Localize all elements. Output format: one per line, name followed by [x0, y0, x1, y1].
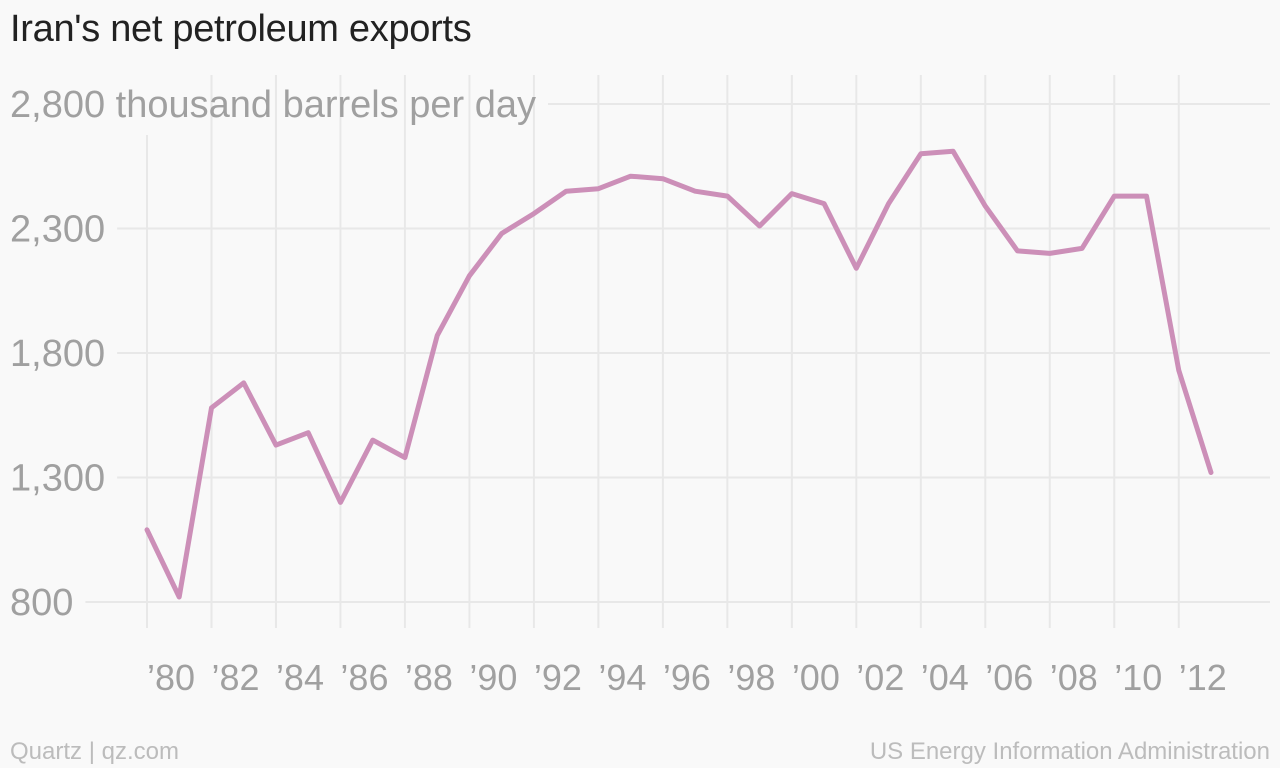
- x-tick-label: ’92: [534, 657, 582, 698]
- data-point: [467, 273, 472, 278]
- data-point: [531, 211, 536, 216]
- x-tick-label: ’86: [340, 657, 388, 698]
- x-tick-label: ’96: [663, 657, 711, 698]
- data-point: [951, 149, 956, 154]
- data-point: [241, 380, 246, 385]
- x-tick-label: ’82: [211, 657, 259, 698]
- series-group: [144, 148, 1214, 600]
- y-axis-tick-labels: 800 1,300 1,800 2,300 2,800 thousand barrels…: [10, 84, 536, 624]
- chart-title: Iran's net petroleum exports: [10, 8, 472, 50]
- data-point: [693, 189, 698, 194]
- data-point: [628, 174, 633, 179]
- x-axis-tick-labels: ’80 ’82 ’84 ’86 ’88 ’90 ’92 ’94 ’96 ’98 ’00 ’02 ’04 ’…: [147, 657, 1227, 698]
- x-tick-label: ’88: [405, 657, 453, 698]
- data-point: [1144, 194, 1149, 199]
- vertical-gridlines: [146, 75, 1180, 628]
- data-point: [306, 430, 311, 435]
- x-tick-label: ’10: [1114, 657, 1162, 698]
- y-tick-label: 2,300: [10, 209, 105, 251]
- data-point: [886, 201, 891, 206]
- x-tick-label: ’90: [469, 657, 517, 698]
- data-point: [338, 500, 343, 505]
- data-point: [822, 201, 827, 206]
- data-point: [983, 204, 988, 209]
- data-point: [725, 194, 730, 199]
- data-point: [499, 231, 504, 236]
- series-line: [144, 148, 1214, 600]
- data-point: [596, 186, 601, 191]
- data-point: [564, 189, 569, 194]
- x-tick-label: ’94: [598, 657, 646, 698]
- data-point: [435, 333, 440, 338]
- data-point: [1176, 368, 1181, 373]
- x-tick-label: ’02: [856, 657, 904, 698]
- y-tick-label-with-unit: 2,800 thousand barrels per day: [10, 84, 536, 126]
- x-tick-label: ’00: [792, 657, 840, 698]
- data-point: [918, 151, 923, 156]
- footer-credit: Quartz | qz.com: [10, 738, 179, 765]
- footer-source: US Energy Information Administration: [869, 738, 1270, 765]
- data-point: [402, 455, 407, 460]
- data-point: [1080, 246, 1085, 251]
- x-tick-label: ’98: [727, 657, 775, 698]
- data-point: [854, 266, 859, 271]
- data-point: [660, 176, 665, 181]
- y-tick-label: 1,800: [10, 333, 105, 375]
- x-tick-label: ’06: [985, 657, 1033, 698]
- x-tick-label: ’84: [276, 657, 324, 698]
- data-point: [789, 191, 794, 196]
- data-point: [1112, 194, 1117, 199]
- x-tick-label: ’08: [1050, 657, 1098, 698]
- y-tick-label: 1,300: [10, 458, 105, 500]
- data-point: [1015, 248, 1020, 253]
- x-tick-label: ’12: [1179, 657, 1227, 698]
- data-point: [273, 443, 278, 448]
- data-point: [145, 527, 150, 532]
- data-point: [209, 405, 214, 410]
- horizontal-gridlines: [85, 103, 1270, 603]
- data-point: [757, 224, 762, 229]
- x-tick-label: ’80: [147, 657, 195, 698]
- y-tick-label: 800: [10, 582, 73, 624]
- x-tick-label: ’04: [921, 657, 969, 698]
- data-point: [1209, 470, 1214, 475]
- data-point: [1047, 251, 1052, 256]
- data-point: [177, 595, 182, 600]
- data-point: [370, 438, 375, 443]
